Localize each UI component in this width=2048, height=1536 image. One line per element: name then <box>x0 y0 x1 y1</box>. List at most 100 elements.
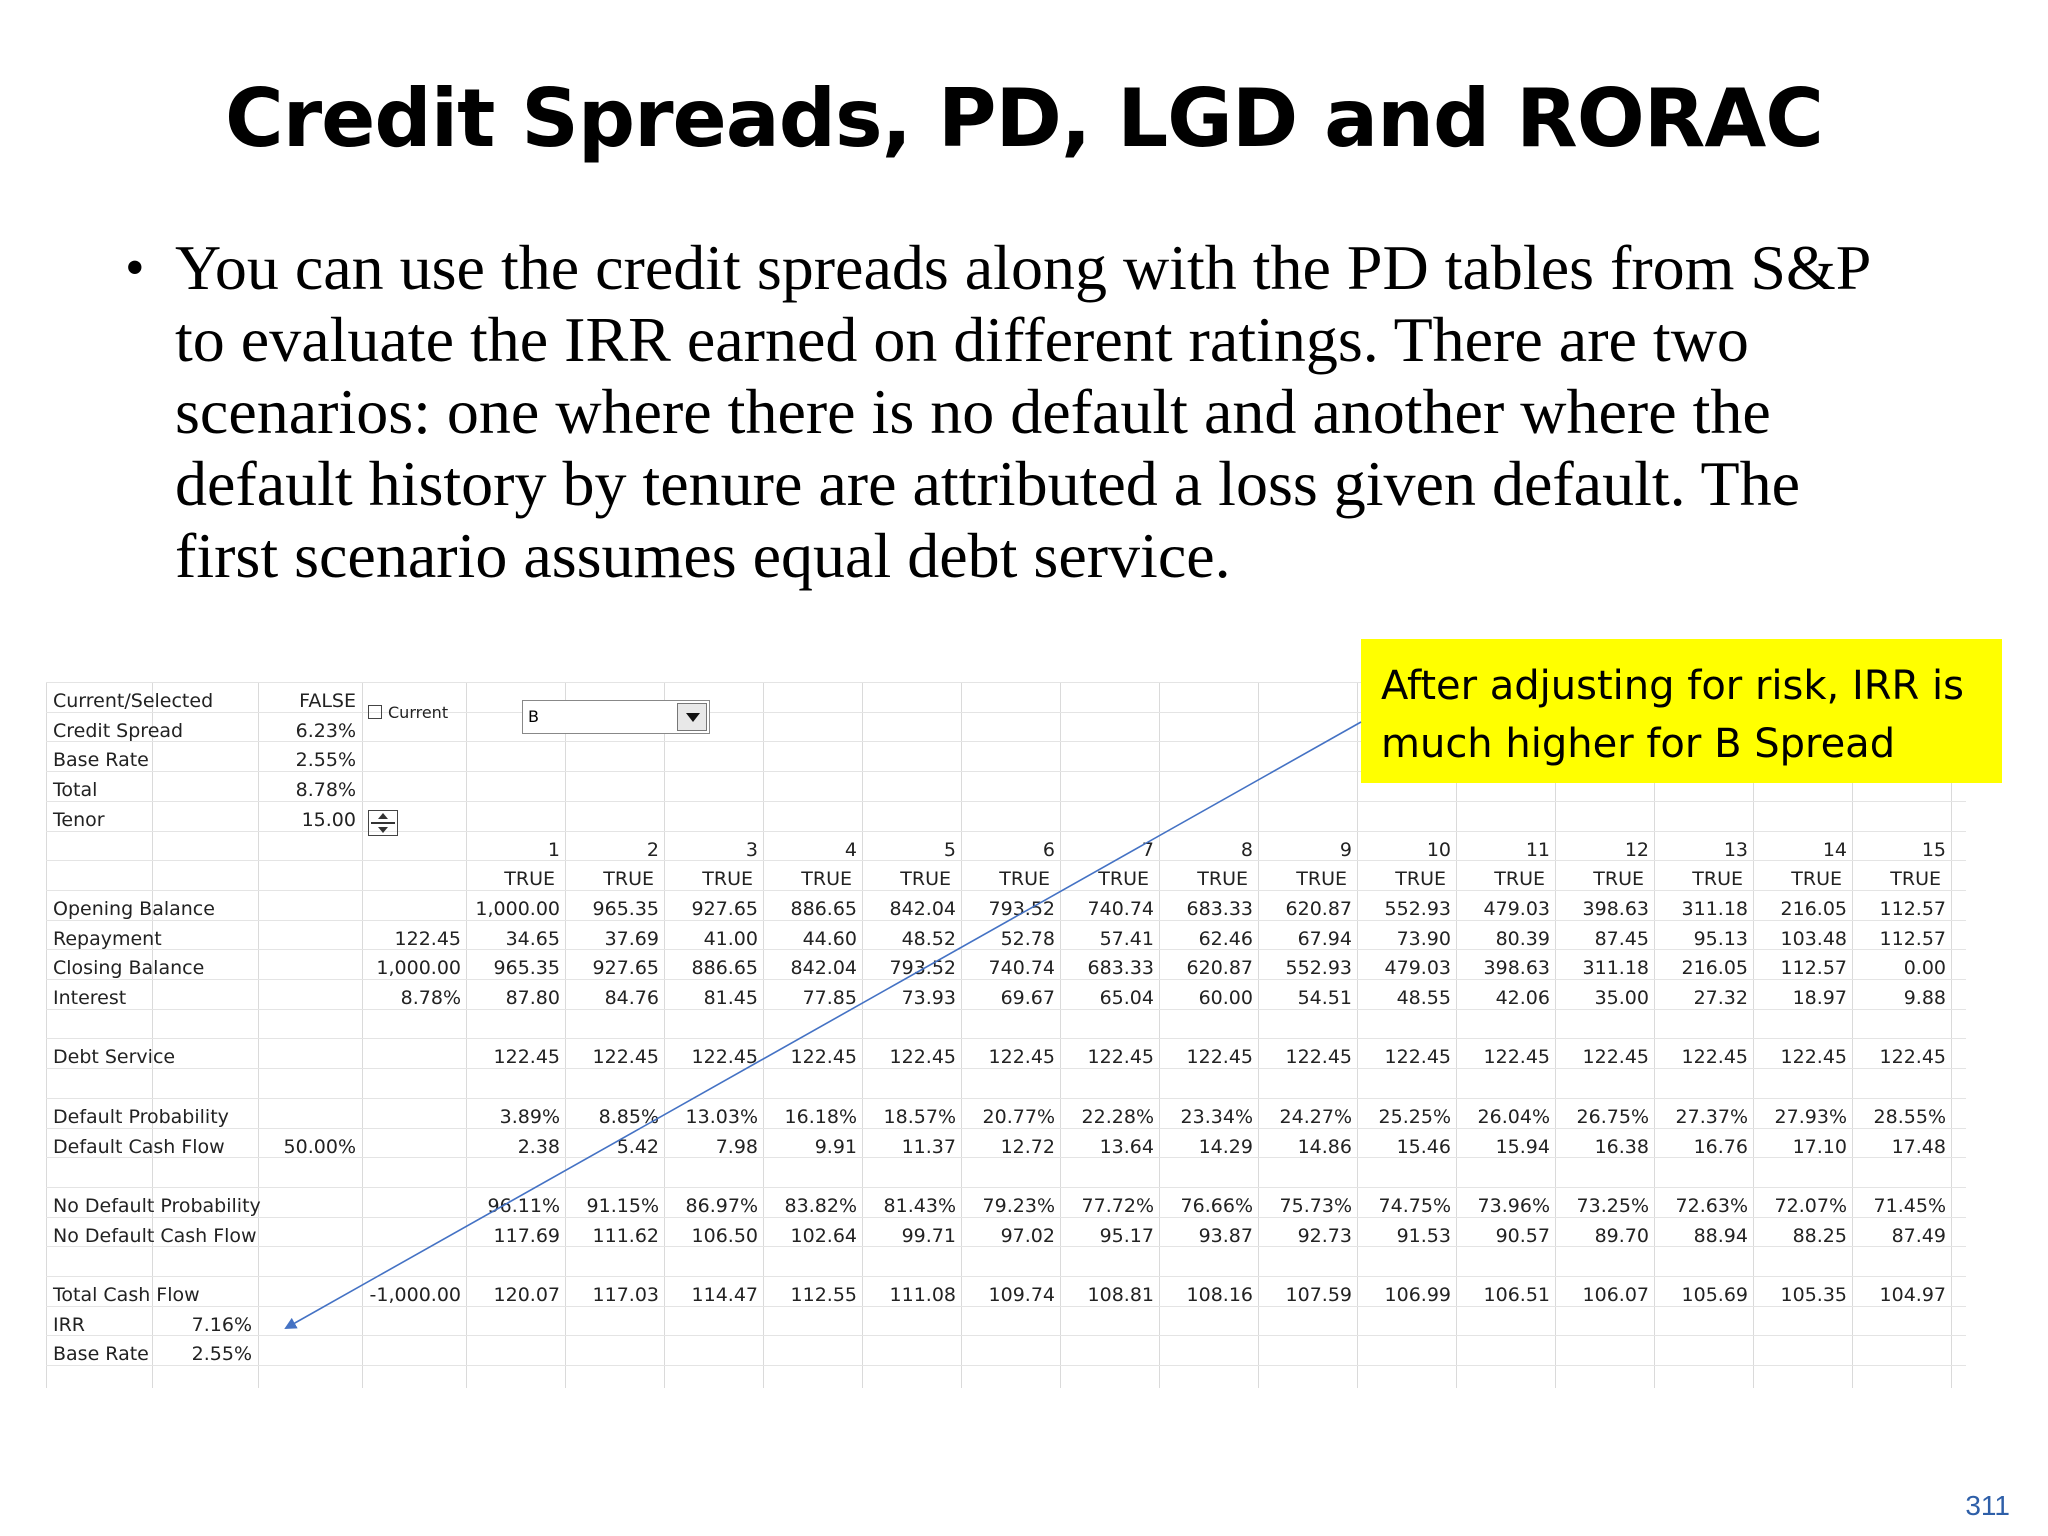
param-value: 2.55% <box>295 749 356 772</box>
row-label: Opening Balance <box>53 897 215 920</box>
table-cell: 91.53 <box>1396 1224 1451 1247</box>
period-header: 11 <box>1525 838 1550 861</box>
checkbox-label: Current <box>388 703 449 722</box>
table-cell: 28.55% <box>1873 1105 1946 1128</box>
flag-cell: TRUE <box>1692 868 1743 891</box>
table-cell: 17.48 <box>1891 1135 1946 1158</box>
table-cell: 87.45 <box>1594 927 1649 950</box>
table-cell: 122.45 <box>1681 1046 1748 1069</box>
spreadsheet-screenshot: Current/Selected FALSE Credit Spread 6.23% B… <box>46 682 1966 1388</box>
table-cell: 74.75% <box>1378 1194 1451 1217</box>
table-cell: 42.06 <box>1495 987 1550 1009</box>
row-label: Closing Balance <box>53 957 205 980</box>
page-number: 311 <box>1965 1490 2010 1521</box>
table-cell: 311.18 <box>1681 897 1748 920</box>
param-value: 15.00 <box>301 808 356 831</box>
table-cell: 311.18 <box>1582 957 1649 980</box>
spinner-down-icon[interactable] <box>378 827 388 833</box>
irr-value: 7.16% <box>191 1313 252 1336</box>
current-checkbox[interactable]: Current <box>368 703 448 722</box>
table-cell: 122.45 <box>1879 1046 1946 1069</box>
param-label: Current/Selected <box>53 690 214 712</box>
param-label: Tenor <box>53 808 105 831</box>
table-cell: 27.32 <box>1693 987 1748 1009</box>
callout-box: After adjusting for risk, IRR is much hi… <box>1361 639 2002 783</box>
table-cell: 112.57 <box>1780 957 1847 980</box>
row-label: Debt Service <box>53 1046 176 1069</box>
table-cell: 122.45 <box>1780 1046 1847 1069</box>
table-cell: 73.96% <box>1477 1194 1550 1217</box>
table-cell: 27.93% <box>1774 1105 1847 1128</box>
period-header: 13 <box>1723 838 1748 861</box>
table-cell: 35.00 <box>1594 987 1649 1009</box>
param-value: 8.78% <box>295 779 356 802</box>
table-cell: 552.93 <box>1384 897 1451 920</box>
table-cell: 9.88 <box>1903 987 1946 1009</box>
param-label: Credit Spread <box>53 719 184 742</box>
row-label: Interest <box>53 987 127 1009</box>
param-label: Base Rate <box>53 749 149 772</box>
table-cell: 106.07 <box>1582 1284 1649 1306</box>
rating-dropdown[interactable]: B <box>522 700 710 734</box>
table-cell: 87.49 <box>1891 1224 1946 1247</box>
irr-label: IRR <box>53 1313 86 1336</box>
table-cell: 18.97 <box>1792 987 1847 1009</box>
table-cell: 105.35 <box>1780 1284 1847 1306</box>
row-label: Default Cash Flow <box>53 1135 225 1158</box>
row-param-cell: 50.00% <box>283 1135 356 1158</box>
table-cell: 0.00 <box>1903 957 1946 980</box>
row-label: No Default Probability <box>53 1194 261 1217</box>
flag-cell: TRUE <box>1890 868 1941 891</box>
flag-cell: TRUE <box>1494 868 1545 891</box>
row-label: Total Cash Flow <box>53 1284 200 1306</box>
table-cell: 26.04% <box>1477 1105 1550 1128</box>
table-cell: 216.05 <box>1780 897 1847 920</box>
table-cell: 112.57 <box>1879 897 1946 920</box>
bullet-symbol: • <box>125 237 145 299</box>
flag-cell: TRUE <box>1395 868 1446 891</box>
period-header: 12 <box>1624 838 1649 861</box>
row-label: Repayment <box>53 927 162 950</box>
table-cell: 104.97 <box>1879 1284 1946 1306</box>
table-cell: 72.63% <box>1675 1194 1748 1217</box>
param-value: 6.23% <box>295 719 356 742</box>
table-cell: 103.48 <box>1780 927 1847 950</box>
table-cell: 71.45% <box>1873 1194 1946 1217</box>
flag-cell: TRUE <box>1593 868 1644 891</box>
period-header: 14 <box>1822 838 1847 861</box>
period-header: 15 <box>1921 838 1946 861</box>
table-cell: 26.75% <box>1576 1105 1649 1128</box>
table-cell: 88.94 <box>1693 1224 1748 1247</box>
bullet-text: You can use the credit spreads along wit… <box>175 232 1869 591</box>
spinner-up-icon[interactable] <box>378 813 388 819</box>
table-cell: 106.99 <box>1384 1284 1451 1306</box>
table-cell: 73.25% <box>1576 1194 1649 1217</box>
table-cell: 398.63 <box>1582 897 1649 920</box>
table-cell: 80.39 <box>1495 927 1550 950</box>
slide-title: Credit Spreads, PD, LGD and RORAC <box>225 72 1824 165</box>
dropdown-value: B <box>528 707 539 726</box>
table-cell: 15.94 <box>1495 1135 1550 1158</box>
table-cell: 89.70 <box>1594 1224 1649 1247</box>
table-cell: 16.76 <box>1693 1135 1748 1158</box>
table-cell: 72.07% <box>1774 1194 1847 1217</box>
table-cell: 398.63 <box>1483 957 1550 980</box>
table-cell: 106.51 <box>1483 1284 1550 1306</box>
table-cell: 122.45 <box>1582 1046 1649 1069</box>
table-cell: 90.57 <box>1495 1224 1550 1247</box>
table-cell: 16.38 <box>1594 1135 1649 1158</box>
param-label: Total <box>53 779 98 802</box>
table-cell: 122.45 <box>1384 1046 1451 1069</box>
base-rate-label: Base Rate <box>53 1343 149 1366</box>
table-cell: 25.25% <box>1378 1105 1451 1128</box>
table-cell: 88.25 <box>1792 1224 1847 1247</box>
row-label: Default Probability <box>53 1105 229 1128</box>
table-cell: 27.37% <box>1675 1105 1748 1128</box>
base-rate-value: 2.55% <box>191 1343 252 1366</box>
flag-cell: TRUE <box>1791 868 1842 891</box>
tenor-spinner[interactable] <box>368 810 398 836</box>
checkbox-box[interactable] <box>368 705 382 719</box>
chevron-down-icon[interactable] <box>677 703 707 731</box>
table-cell: 73.90 <box>1396 927 1451 950</box>
table-cell: 48.55 <box>1396 987 1451 1009</box>
